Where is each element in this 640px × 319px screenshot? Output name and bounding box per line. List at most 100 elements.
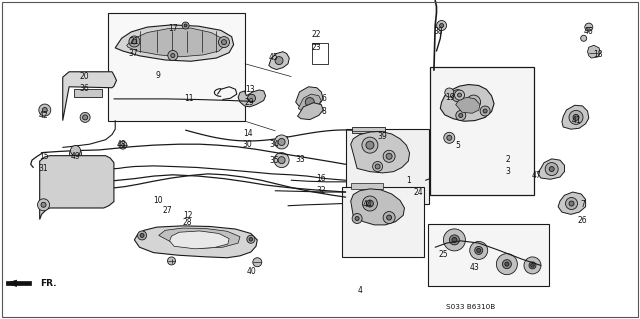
Circle shape (545, 163, 558, 175)
Circle shape (444, 132, 455, 143)
Polygon shape (558, 192, 586, 214)
Circle shape (218, 37, 230, 48)
Text: 39: 39 (377, 132, 387, 141)
Polygon shape (298, 103, 323, 120)
Text: 7: 7 (580, 200, 585, 209)
Circle shape (171, 54, 175, 57)
Text: 34: 34 (269, 140, 279, 149)
Circle shape (184, 24, 187, 27)
Circle shape (274, 152, 289, 168)
Circle shape (41, 202, 46, 207)
Circle shape (366, 141, 374, 149)
Bar (74, 73, 102, 83)
Polygon shape (351, 131, 410, 173)
Circle shape (249, 237, 253, 241)
Polygon shape (440, 85, 494, 121)
Circle shape (458, 93, 461, 97)
Text: 17: 17 (168, 24, 178, 33)
Circle shape (480, 106, 490, 116)
Text: 9: 9 (155, 71, 160, 80)
Text: 28: 28 (182, 218, 191, 227)
Circle shape (580, 35, 587, 41)
Circle shape (459, 114, 463, 117)
Polygon shape (562, 105, 589, 129)
Polygon shape (298, 94, 321, 111)
Circle shape (436, 20, 447, 31)
Polygon shape (115, 25, 234, 61)
Circle shape (529, 262, 536, 269)
Bar (74, 89, 102, 97)
Text: 46: 46 (584, 27, 594, 36)
Bar (78, 76, 97, 80)
Polygon shape (134, 226, 257, 258)
Text: 22: 22 (312, 30, 321, 39)
Bar (312, 43, 328, 64)
Circle shape (573, 115, 579, 120)
Text: 33: 33 (295, 155, 305, 164)
Text: 10: 10 (153, 196, 163, 205)
Text: 30: 30 (243, 140, 253, 149)
Circle shape (132, 39, 137, 44)
Text: 42: 42 (38, 111, 49, 120)
Bar (346, 129, 429, 204)
Text: 44: 44 (362, 200, 372, 209)
Text: 6: 6 (321, 94, 326, 103)
Circle shape (497, 254, 517, 275)
Text: S033 B6310B: S033 B6310B (446, 304, 495, 310)
Circle shape (524, 257, 541, 274)
Polygon shape (588, 45, 600, 58)
Text: 29: 29 (244, 98, 255, 107)
Circle shape (38, 199, 49, 211)
Circle shape (362, 195, 367, 200)
Text: 11: 11 (185, 94, 194, 103)
Text: 35: 35 (269, 156, 279, 165)
Circle shape (362, 196, 378, 211)
Bar (430, 67, 534, 195)
Circle shape (452, 237, 457, 242)
Circle shape (455, 93, 460, 98)
Text: 25: 25 (438, 250, 449, 259)
Bar (352, 127, 385, 133)
Bar (58, 182, 96, 192)
Text: 15: 15 (38, 152, 49, 161)
Circle shape (352, 213, 362, 224)
Circle shape (445, 88, 454, 97)
Circle shape (569, 201, 574, 206)
Circle shape (569, 110, 583, 124)
Circle shape (483, 109, 487, 113)
Circle shape (278, 138, 285, 145)
Circle shape (477, 249, 481, 252)
Bar (351, 183, 383, 189)
Circle shape (456, 110, 466, 121)
Circle shape (305, 98, 314, 107)
Polygon shape (456, 97, 480, 113)
Text: 24: 24 (413, 189, 424, 197)
Polygon shape (538, 159, 564, 179)
Bar (428, 224, 549, 286)
Circle shape (372, 161, 383, 172)
Circle shape (168, 257, 175, 265)
Text: 8: 8 (321, 107, 326, 116)
Circle shape (275, 56, 283, 65)
Circle shape (585, 23, 593, 31)
Circle shape (549, 167, 554, 172)
Text: 13: 13 (244, 85, 255, 94)
Text: 12: 12 (184, 211, 193, 220)
Text: 36: 36 (79, 84, 89, 93)
Circle shape (275, 135, 289, 149)
Text: 27: 27 (163, 206, 173, 215)
Circle shape (70, 148, 81, 160)
Text: 31: 31 (38, 164, 49, 173)
Circle shape (444, 229, 465, 251)
Polygon shape (63, 72, 116, 121)
Circle shape (447, 135, 452, 140)
Circle shape (566, 197, 577, 210)
Polygon shape (351, 189, 404, 225)
Circle shape (383, 150, 395, 162)
Bar (48, 163, 83, 174)
Text: 45: 45 (269, 53, 279, 62)
Text: 16: 16 (316, 174, 326, 183)
Circle shape (470, 241, 488, 259)
Circle shape (278, 157, 285, 164)
Polygon shape (6, 281, 31, 285)
